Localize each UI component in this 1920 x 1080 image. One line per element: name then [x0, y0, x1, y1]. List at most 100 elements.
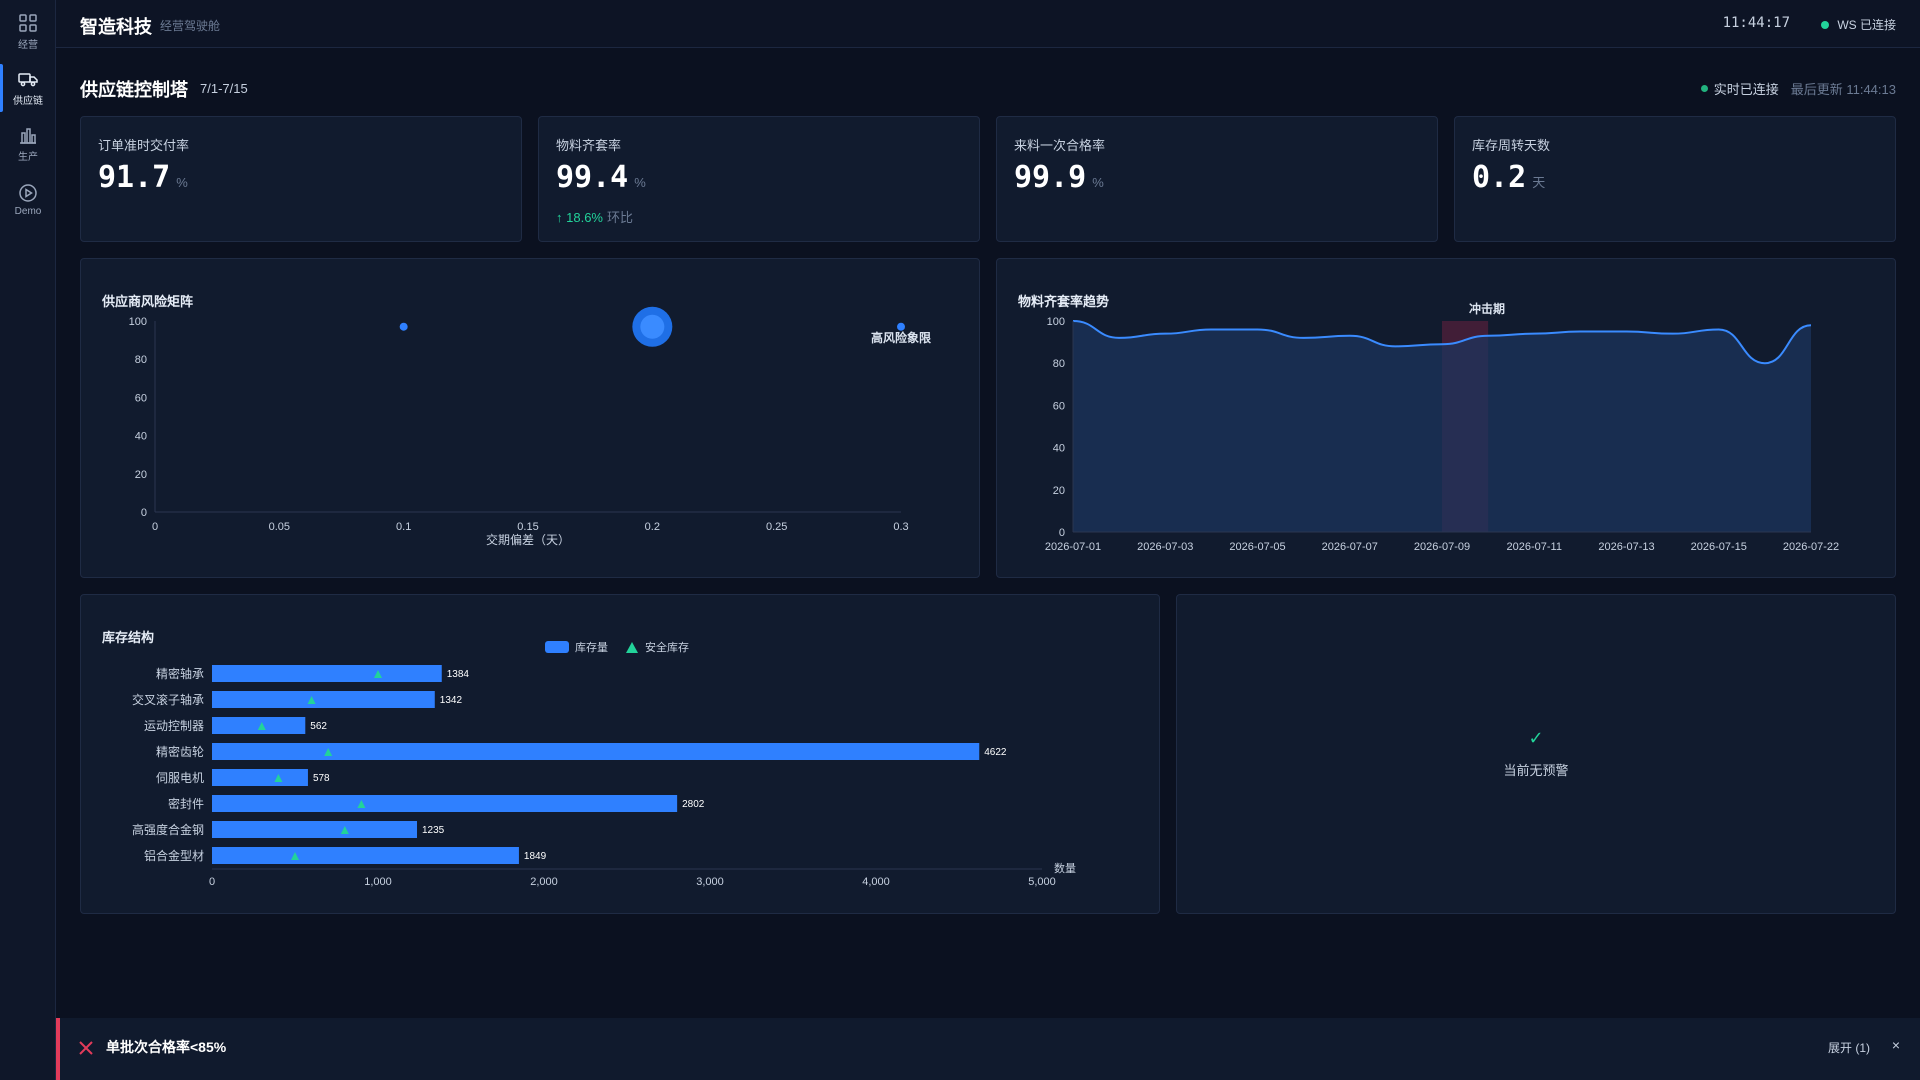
legend-safety-label: 安全库存 [645, 640, 689, 654]
x-tick-label: 0.1 [396, 521, 411, 533]
x-tick-label: 2026-07-05 [1229, 541, 1285, 553]
inventory-bar [212, 717, 306, 734]
kpi-value: 91.7% [98, 160, 188, 195]
supplier-risk-chart: 0 20 40 60 80 100 0 0.05 0.1 0.15 0.2 0.25 0.3 交期偏差（天… [129, 306, 931, 547]
sidebar-item-label: Demo [14, 206, 42, 217]
y-tick-label: 100 [1047, 316, 1065, 328]
safety-stock-marker [340, 826, 349, 834]
kpi-number: 91.7 [98, 160, 171, 195]
sidebar-item-demo[interactable]: Demo [0, 172, 56, 228]
inventory-bar [212, 769, 308, 786]
kpi-number: 0.2 [1472, 160, 1527, 195]
x-tick-label: 0.05 [269, 521, 290, 533]
clock: 11:44:17 [1722, 15, 1790, 31]
bar-value-label: 578 [313, 773, 330, 784]
page-title: 供应链控制塔 [80, 80, 188, 100]
kpi-unit: 天 [1532, 175, 1546, 190]
kpi-label: 订单准时交付率 [98, 138, 190, 153]
kpi-delta-value: 18.6% [566, 210, 603, 225]
topbar: 智造科技 经营驾驶舱 11:44:17 WS 已连接 [56, 0, 1920, 48]
alerts-panel: ✓ 当前无预警 [1176, 594, 1896, 914]
inventory-bar [212, 847, 519, 864]
kpi-card-on-time-delivery: 订单准时交付率 91.7% [80, 116, 522, 242]
truck-icon [18, 73, 38, 87]
x-tick-label: 2026-07-13 [1598, 541, 1654, 553]
kpi-unit: % [176, 175, 188, 190]
x-tick-label: 2,000 [530, 876, 558, 888]
sidebar-item-label: 经营 [18, 40, 38, 51]
kitting-trend-card: 物料齐套率趋势 冲击期 0 20 40 60 80 100 2026-07-01 2026-07… [996, 258, 1896, 578]
y-tick-label: 40 [1053, 443, 1065, 455]
kpi-delta: ↑ 18.6% 环比 [556, 207, 633, 226]
grid-icon [19, 14, 37, 32]
last-update: 最后更新 11:44:13 [1790, 82, 1896, 97]
sidebar-item-label: 生产 [18, 152, 38, 163]
kpi-label: 物料齐套率 [556, 138, 622, 153]
status-dot-icon [1821, 20, 1830, 29]
inventory-bar [212, 795, 678, 812]
x-tick-label: 2026-07-15 [1691, 541, 1747, 553]
kpi-number: 99.9 [1014, 160, 1087, 195]
safety-stock-marker [374, 670, 382, 678]
dismiss-alert-button[interactable]: × [1891, 1037, 1900, 1053]
x-tick-label: 0 [209, 876, 215, 888]
x-axis-label: 交期偏差（天） [486, 532, 570, 547]
expand-alerts-button[interactable]: 展开 (1) [1827, 1041, 1870, 1055]
bar-value-label: 1342 [440, 695, 463, 706]
live-dot-icon [1700, 85, 1708, 92]
trend-line [1072, 320, 1812, 365]
y-tick-label: 100 [129, 316, 147, 328]
date-range: 7/1-7/15 [200, 81, 248, 96]
safety-stock-marker [307, 696, 316, 704]
factory-icon [20, 128, 36, 144]
close-x-icon [79, 1041, 93, 1055]
check-icon: ✓ [1528, 728, 1544, 748]
chart-title: 供应商风险矩阵 [102, 294, 194, 309]
category-label: 铝合金型材 [144, 848, 204, 863]
kitting-trend-chart: 冲击期 0 20 40 60 80 100 2026-07-01 2026-07-03 2026-… [1045, 301, 1839, 553]
x-tick-label: 0.25 [766, 521, 787, 533]
category-label: 精密齿轮 [156, 744, 204, 759]
x-tick-label: 2026-07-09 [1414, 541, 1470, 553]
x-tick-label: 4,000 [862, 876, 890, 888]
empty-state-text: 当前无预警 [1503, 763, 1569, 778]
x-tick-label: 0.2 [645, 521, 660, 533]
bar-value-label: 1384 [447, 669, 470, 680]
legend-stock-swatch [545, 641, 569, 653]
y-tick-label: 0 [1059, 527, 1065, 539]
y-tick-label: 60 [1053, 400, 1065, 412]
kpi-card-kitting-rate: 物料齐套率 99.4% ↑ 18.6% 环比 [538, 116, 980, 242]
y-tick-label: 80 [135, 354, 147, 366]
kpi-value: 99.9% [1014, 160, 1104, 195]
supplier-risk-card: 供应商风险矩阵 0 20 40 60 80 100 0 0.05 0.1 0.15 0.2 0.25 0… [80, 258, 980, 578]
inventory-bar [212, 821, 418, 838]
safety-stock-marker [274, 774, 283, 782]
safety-stock-marker [357, 800, 366, 808]
sidebar-item-supply-chain[interactable]: 供应链 [0, 60, 56, 116]
y-tick-label: 20 [1053, 485, 1065, 497]
kpi-value: 99.4% [556, 160, 646, 195]
kpi-delta-label: 环比 [607, 210, 634, 225]
kpi-card-first-pass-yield: 来料一次合格率 99.9% [996, 116, 1438, 242]
ws-status-label: WS 已连接 [1837, 18, 1896, 32]
x-tick-label: 5,000 [1028, 876, 1056, 888]
x-tick-label: 0 [152, 521, 158, 533]
arrow-up-icon: ↑ [556, 210, 567, 225]
inventory-structure-card: 库存结构 库存量 安全库存 精密轴承 1384 交叉滚子轴承 1342 运动控制器 562 精密… [80, 594, 1160, 914]
trend-area [1073, 321, 1811, 532]
bar-value-label: 562 [310, 721, 327, 732]
kpi-unit: % [1092, 175, 1104, 190]
chart-title: 库存结构 [102, 630, 155, 645]
sidebar-item-production[interactable]: 生产 [0, 116, 56, 172]
bar-value-label: 1235 [422, 825, 445, 836]
sidebar-item-operations[interactable]: 经营 [0, 4, 56, 60]
kpi-value: 0.2 天 [1472, 160, 1545, 195]
quadrant-annotation: 高风险象限 [871, 330, 931, 345]
inventory-bar [212, 743, 980, 760]
brand-title: 智造科技 [80, 17, 152, 37]
category-label: 精密轴承 [156, 666, 204, 681]
y-tick-label: 0 [141, 507, 147, 519]
category-label: 伺服电机 [156, 771, 204, 785]
data-point [399, 322, 408, 331]
